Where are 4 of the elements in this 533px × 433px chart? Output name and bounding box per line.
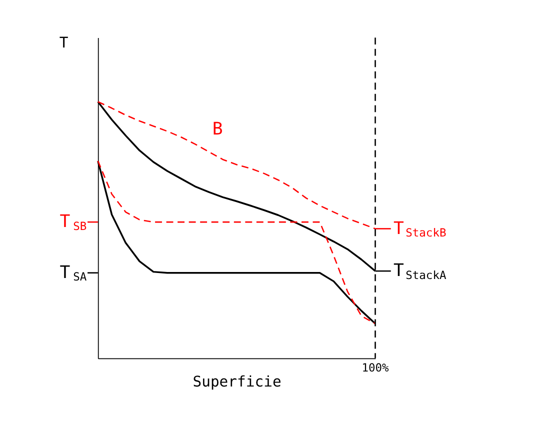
series-label: B — [212, 119, 223, 140]
y-axis-title: T — [59, 34, 68, 52]
x-axis-title: Superficie — [192, 373, 282, 390]
text: 100% — [362, 361, 389, 374]
